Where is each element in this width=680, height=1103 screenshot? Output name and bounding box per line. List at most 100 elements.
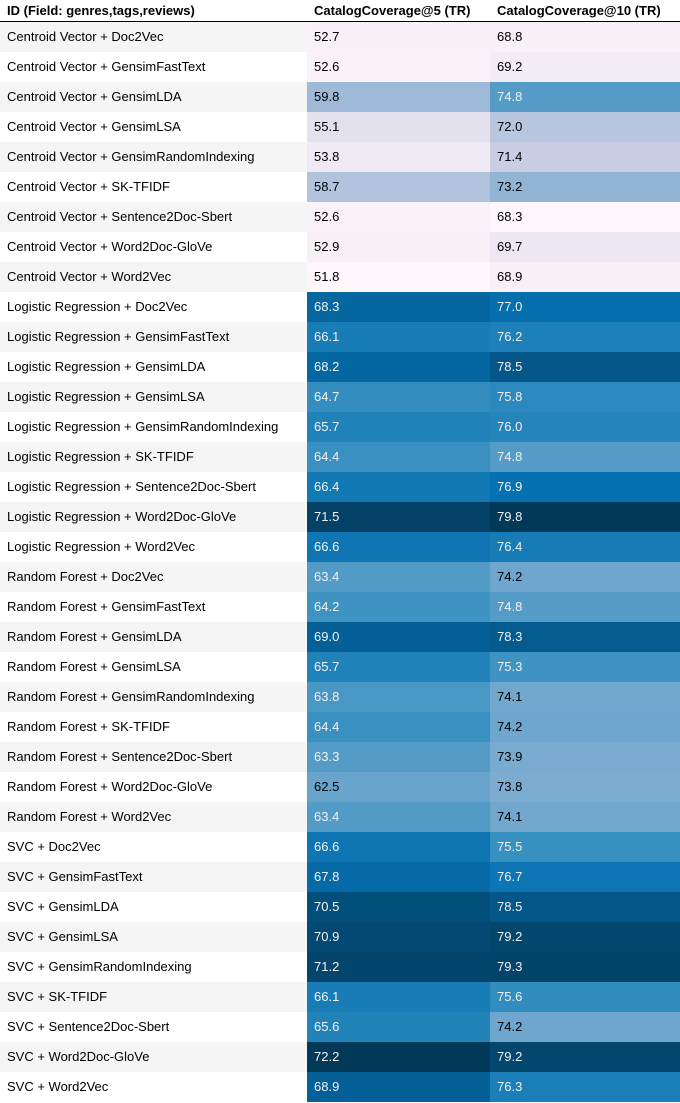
table-row: SVC + GensimRandomIndexing 71.2 79.3 [0, 952, 680, 982]
row-label: Random Forest + Word2Doc-GloVe [0, 772, 307, 802]
cell-catalog-coverage-10: 78.3 [490, 622, 680, 652]
cell-catalog-coverage-10: 76.9 [490, 472, 680, 502]
table-row: SVC + Doc2Vec 66.6 75.5 [0, 832, 680, 862]
table-row: Logistic Regression + Doc2Vec 68.3 77.0 [0, 292, 680, 322]
table-row: Logistic Regression + GensimLDA 68.2 78.5 [0, 352, 680, 382]
cell-catalog-coverage-10: 79.3 [490, 952, 680, 982]
cell-catalog-coverage-10: 73.2 [490, 172, 680, 202]
cell-catalog-coverage-5: 64.7 [307, 382, 490, 412]
table-row: Logistic Regression + SK-TFIDF 64.4 74.8 [0, 442, 680, 472]
cell-catalog-coverage-5: 63.8 [307, 682, 490, 712]
cell-catalog-coverage-10: 75.8 [490, 382, 680, 412]
cell-catalog-coverage-10: 74.2 [490, 712, 680, 742]
cell-catalog-coverage-5: 59.8 [307, 82, 490, 112]
table-row: Random Forest + SK-TFIDF 64.4 74.2 [0, 712, 680, 742]
cell-catalog-coverage-10: 76.4 [490, 532, 680, 562]
cell-catalog-coverage-10: 75.6 [490, 982, 680, 1012]
cell-catalog-coverage-10: 75.3 [490, 652, 680, 682]
row-label: Centroid Vector + Word2Doc-GloVe [0, 232, 307, 262]
cell-catalog-coverage-10: 77.0 [490, 292, 680, 322]
row-label: SVC + Doc2Vec [0, 832, 307, 862]
table-row: Centroid Vector + GensimRandomIndexing 53… [0, 142, 680, 172]
table-row: SVC + SK-TFIDF 66.1 75.6 [0, 982, 680, 1012]
row-label: Random Forest + GensimFastText [0, 592, 307, 622]
cell-catalog-coverage-5: 70.5 [307, 892, 490, 922]
column-header-id: ID (Field: genres,tags,reviews) [0, 0, 307, 22]
table-row: Logistic Regression + Word2Doc-GloVe 71.5… [0, 502, 680, 532]
cell-catalog-coverage-5: 71.5 [307, 502, 490, 532]
row-label: Logistic Regression + Doc2Vec [0, 292, 307, 322]
cell-catalog-coverage-5: 64.4 [307, 442, 490, 472]
table-row: Centroid Vector + Doc2Vec 52.7 68.8 [0, 21, 680, 52]
cell-catalog-coverage-5: 52.9 [307, 232, 490, 262]
row-label: Random Forest + Sentence2Doc-Sbert [0, 742, 307, 772]
row-label: Logistic Regression + GensimLDA [0, 352, 307, 382]
cell-catalog-coverage-5: 52.7 [307, 21, 490, 52]
row-label: Random Forest + GensimRandomIndexing [0, 682, 307, 712]
table-row: Random Forest + Word2Doc-GloVe 62.5 73.8 [0, 772, 680, 802]
table-row: Centroid Vector + GensimLSA 55.1 72.0 [0, 112, 680, 142]
row-label: Logistic Regression + SK-TFIDF [0, 442, 307, 472]
row-label: Centroid Vector + Word2Vec [0, 262, 307, 292]
row-label: SVC + GensimFastText [0, 862, 307, 892]
row-label: Centroid Vector + Doc2Vec [0, 21, 307, 52]
cell-catalog-coverage-5: 72.2 [307, 1042, 490, 1072]
row-label: SVC + GensimLSA [0, 922, 307, 952]
table-row: SVC + GensimFastText 67.8 76.7 [0, 862, 680, 892]
table-row: Logistic Regression + Sentence2Doc-Sbert… [0, 472, 680, 502]
row-label: Centroid Vector + GensimRandomIndexing [0, 142, 307, 172]
row-label: Centroid Vector + SK-TFIDF [0, 172, 307, 202]
cell-catalog-coverage-10: 74.8 [490, 592, 680, 622]
cell-catalog-coverage-10: 78.5 [490, 892, 680, 922]
cell-catalog-coverage-10: 71.4 [490, 142, 680, 172]
cell-catalog-coverage-10: 75.5 [490, 832, 680, 862]
cell-catalog-coverage-5: 63.3 [307, 742, 490, 772]
cell-catalog-coverage-5: 69.0 [307, 622, 490, 652]
table-row: Random Forest + GensimLSA 65.7 75.3 [0, 652, 680, 682]
table-row: Centroid Vector + SK-TFIDF 58.7 73.2 [0, 172, 680, 202]
row-label: Random Forest + GensimLDA [0, 622, 307, 652]
cell-catalog-coverage-10: 73.9 [490, 742, 680, 772]
cell-catalog-coverage-5: 64.2 [307, 592, 490, 622]
row-label: Random Forest + Doc2Vec [0, 562, 307, 592]
table-row: Logistic Regression + GensimFastText 66.1… [0, 322, 680, 352]
cell-catalog-coverage-5: 65.7 [307, 412, 490, 442]
cell-catalog-coverage-10: 76.3 [490, 1072, 680, 1102]
table-row: Centroid Vector + GensimFastText 52.6 69.2 [0, 52, 680, 82]
cell-catalog-coverage-5: 67.8 [307, 862, 490, 892]
cell-catalog-coverage-10: 79.2 [490, 1042, 680, 1072]
cell-catalog-coverage-5: 51.8 [307, 262, 490, 292]
row-label: Centroid Vector + GensimLSA [0, 112, 307, 142]
table-row: SVC + Word2Vec 68.9 76.3 [0, 1072, 680, 1102]
cell-catalog-coverage-5: 68.2 [307, 352, 490, 382]
row-label: Logistic Regression + Word2Vec [0, 532, 307, 562]
cell-catalog-coverage-10: 76.0 [490, 412, 680, 442]
row-label: Logistic Regression + GensimFastText [0, 322, 307, 352]
row-label: Random Forest + GensimLSA [0, 652, 307, 682]
cell-catalog-coverage-10: 68.8 [490, 21, 680, 52]
cell-catalog-coverage-5: 55.1 [307, 112, 490, 142]
cell-catalog-coverage-5: 65.6 [307, 1012, 490, 1042]
cell-catalog-coverage-10: 74.1 [490, 682, 680, 712]
table-row: Random Forest + Doc2Vec 63.4 74.2 [0, 562, 680, 592]
cell-catalog-coverage-5: 65.7 [307, 652, 490, 682]
cell-catalog-coverage-10: 69.7 [490, 232, 680, 262]
cell-catalog-coverage-10: 74.8 [490, 442, 680, 472]
row-label: SVC + Word2Doc-GloVe [0, 1042, 307, 1072]
cell-catalog-coverage-10: 72.0 [490, 112, 680, 142]
column-header-catalog-coverage-10: CatalogCoverage@10 (TR) [490, 0, 680, 22]
row-label: Random Forest + SK-TFIDF [0, 712, 307, 742]
cell-catalog-coverage-5: 68.9 [307, 1072, 490, 1102]
row-label: SVC + GensimRandomIndexing [0, 952, 307, 982]
table-row: SVC + GensimLDA 70.5 78.5 [0, 892, 680, 922]
cell-catalog-coverage-10: 74.2 [490, 1012, 680, 1042]
cell-catalog-coverage-5: 53.8 [307, 142, 490, 172]
row-label: Random Forest + Word2Vec [0, 802, 307, 832]
row-label: Logistic Regression + GensimRandomIndexi… [0, 412, 307, 442]
row-label: Logistic Regression + Word2Doc-GloVe [0, 502, 307, 532]
row-label: SVC + GensimLDA [0, 892, 307, 922]
cell-catalog-coverage-5: 70.9 [307, 922, 490, 952]
row-label: SVC + SK-TFIDF [0, 982, 307, 1012]
cell-catalog-coverage-10: 74.2 [490, 562, 680, 592]
row-label: Centroid Vector + Sentence2Doc-Sbert [0, 202, 307, 232]
